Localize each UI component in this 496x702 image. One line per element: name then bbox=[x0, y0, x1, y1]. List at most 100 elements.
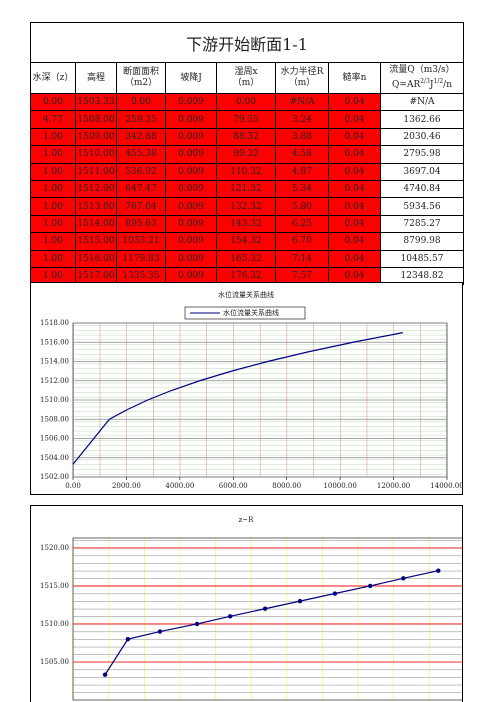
table-cell: 6.25 bbox=[275, 214, 329, 234]
x-tick-label: 14000.00 bbox=[430, 482, 463, 490]
table-cell: 0.009 bbox=[165, 249, 217, 268]
data-table: 下游开始断面1-1 水深（z） 高程 断面面积 （m2） 坡降J 湿周x （m）… bbox=[29, 22, 465, 286]
table-cell: 0.009 bbox=[165, 197, 217, 216]
table-cell: 3697.04 bbox=[379, 162, 465, 181]
table-cell: 121.32 bbox=[216, 179, 276, 199]
table-row: 1.00 1512.00 647.47 0.009 121.32 5.34 0.04 4740… bbox=[30, 179, 465, 199]
table-cell: 6.70 bbox=[275, 232, 329, 251]
legend-box bbox=[184, 306, 306, 320]
formula-part: 2/3 bbox=[420, 78, 430, 85]
plot-area bbox=[72, 537, 463, 701]
table-cell: 0.04 bbox=[328, 232, 381, 251]
table-cell: 3.24 bbox=[275, 110, 329, 129]
table-cell: 1511.00 bbox=[75, 162, 117, 181]
table-cell: 8799.98 bbox=[379, 232, 465, 251]
table-cell: 0.00 bbox=[30, 92, 76, 112]
table-cell: 110.32 bbox=[216, 162, 276, 181]
table-cell: 0.04 bbox=[328, 214, 381, 234]
table-cell: 1.00 bbox=[30, 197, 76, 216]
header: 坡降J bbox=[165, 62, 217, 94]
y-tick-label: 1515.00 bbox=[40, 582, 69, 590]
table-cell: 1.00 bbox=[30, 214, 76, 234]
y-tick-label: 1514.00 bbox=[40, 358, 69, 366]
table-cell: 3.88 bbox=[275, 127, 329, 147]
table-cell: 1509.00 bbox=[75, 127, 117, 147]
table-cell: 4740.84 bbox=[379, 179, 465, 199]
formula-part: /n bbox=[443, 80, 452, 90]
data-point bbox=[332, 591, 338, 596]
table-cell: 7285.27 bbox=[379, 214, 465, 234]
table-cell: #N/A bbox=[379, 92, 465, 112]
table-cell: 0.009 bbox=[165, 145, 217, 164]
table-title: 下游开始断面1-1 bbox=[29, 22, 465, 63]
table-cell: 1510.00 bbox=[75, 145, 117, 164]
table-cell: 4.87 bbox=[275, 162, 329, 181]
table-cell: 0.04 bbox=[328, 179, 381, 199]
table-cell: 0.009 bbox=[165, 232, 217, 251]
table-cell: 647.47 bbox=[116, 179, 166, 199]
table-cell: 455.38 bbox=[116, 145, 166, 164]
table-cell: 0.00 bbox=[116, 92, 166, 112]
table-cell: 4.58 bbox=[275, 145, 329, 164]
table-cell: 132.32 bbox=[216, 197, 276, 216]
table-row: 1.00 1509.00 342.88 0.009 88.32 3.88 0.04 2030.… bbox=[30, 127, 465, 147]
chart-title: 水位流量关系曲线 bbox=[218, 290, 274, 299]
table-cell: 1.00 bbox=[30, 249, 76, 268]
table-cell: 1512.00 bbox=[75, 179, 117, 199]
formula: Q=AR2/3J1/2/n bbox=[392, 78, 452, 90]
table-cell: 7.14 bbox=[275, 249, 329, 268]
series-line bbox=[72, 332, 404, 465]
y-tick-label: 1510.00 bbox=[40, 620, 69, 628]
table-cell: 1516.00 bbox=[75, 249, 117, 268]
table-cell: 0.04 bbox=[328, 197, 381, 216]
table-cell: 1179.83 bbox=[116, 249, 166, 268]
table-cell: 5.34 bbox=[275, 179, 329, 199]
table-cell: #N/A bbox=[275, 92, 329, 112]
header: 湿周x （m） bbox=[216, 62, 276, 94]
table-row: 4.77 1508.00 259.35 0.009 79.55 3.24 0.04 1362.… bbox=[30, 110, 465, 129]
data-point bbox=[102, 672, 108, 677]
table-cell: 0.04 bbox=[328, 266, 381, 286]
y-tick-label: 1505.00 bbox=[40, 658, 69, 666]
table-cell: 1.00 bbox=[30, 179, 76, 199]
table-cell: 767.04 bbox=[116, 197, 166, 216]
x-tick-label: 12000.00 bbox=[377, 482, 410, 490]
table-cell: 99.32 bbox=[216, 145, 276, 164]
data-point bbox=[194, 621, 200, 627]
data-point bbox=[368, 583, 373, 589]
table-cell: 1.00 bbox=[30, 127, 76, 147]
table-row: 1.00 1514.00 895.63 0.009 143.32 6.25 0.04 7285… bbox=[30, 214, 465, 234]
table-cell: 0.009 bbox=[165, 110, 217, 129]
table-cell: 536.92 bbox=[116, 162, 166, 181]
table-cell: 1033.21 bbox=[116, 232, 166, 251]
y-tick-label: 1520.00 bbox=[40, 544, 69, 552]
table-cell: 5.80 bbox=[275, 197, 329, 216]
table-row: 1.00 1513.00 767.04 0.009 132.32 5.80 0.04 5934… bbox=[30, 197, 465, 216]
header: 糙率n bbox=[328, 62, 381, 94]
data-point bbox=[157, 629, 163, 634]
data-point bbox=[401, 576, 406, 581]
header-text: 流量Q（m3/s） bbox=[389, 65, 455, 75]
formula-part: 1/2 bbox=[433, 78, 444, 85]
table-cell: 1.00 bbox=[30, 162, 76, 181]
y-tick-label: 1502.00 bbox=[40, 473, 69, 481]
header: 水力半径R （m） bbox=[275, 62, 329, 94]
table-cell: 1503.33 bbox=[75, 92, 117, 112]
table-cell: 342.88 bbox=[116, 127, 166, 147]
table-cell: 0.04 bbox=[328, 145, 381, 164]
table-cell: 1508.00 bbox=[75, 110, 117, 129]
chart-title: z~R bbox=[239, 516, 255, 524]
table-cell: 0.009 bbox=[165, 127, 217, 147]
data-point bbox=[262, 606, 268, 611]
table-cell: 7.57 bbox=[275, 266, 329, 286]
x-tick-label: 2000.00 bbox=[112, 482, 141, 490]
table-cell: 2795.98 bbox=[379, 145, 465, 164]
chart: z~R 1505.00 1510.00 1515.00 1520.00 bbox=[30, 505, 463, 702]
table-cell: 0.009 bbox=[165, 92, 217, 112]
table-cell: 1.00 bbox=[30, 266, 76, 286]
y-tick-label: 1510.00 bbox=[40, 396, 69, 404]
table-cell: 0.04 bbox=[328, 162, 381, 181]
y-tick-label: 1508.00 bbox=[40, 415, 69, 423]
data-point bbox=[227, 614, 233, 619]
